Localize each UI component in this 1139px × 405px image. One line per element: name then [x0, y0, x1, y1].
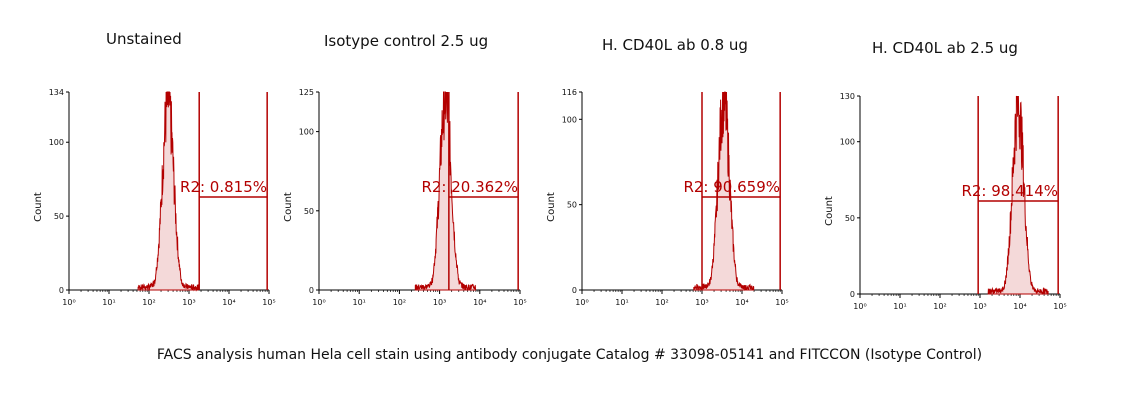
x-tick-label: 10⁴	[473, 298, 486, 307]
x-tick-label: 10³	[433, 298, 446, 307]
x-tick-label: 10⁵	[775, 298, 788, 307]
y-tick-label: 125	[299, 88, 314, 97]
x-tick-label: 10²	[142, 298, 155, 307]
y-tick-label: 50	[304, 207, 314, 216]
x-tick-label: 10⁰	[853, 302, 866, 311]
y-axis-label: Count	[33, 192, 44, 222]
y-tick-label: 0	[850, 290, 855, 299]
y-tick-label: 116	[562, 88, 577, 97]
x-tick-label: 10¹	[353, 298, 366, 307]
x-tick-label: 10²	[655, 298, 668, 307]
y-tick-label: 0	[572, 286, 577, 295]
x-tick-label: 10²	[393, 298, 406, 307]
panel-title-unstained: Unstained	[106, 30, 182, 48]
x-tick-label: 10³	[182, 298, 195, 307]
x-tick-label: 10³	[973, 302, 986, 311]
x-tick-label: 10⁰	[575, 298, 588, 307]
y-tick-label: 130	[840, 92, 855, 101]
gate-percent-label: R2: 90.659%	[683, 178, 780, 196]
x-tick-label: 10⁵	[513, 298, 526, 307]
y-axis-label: Count	[824, 196, 835, 226]
y-axis-label: Count	[283, 192, 294, 222]
histogram-trace	[137, 91, 199, 292]
y-tick-label: 100	[49, 138, 64, 147]
y-tick-label: 50	[54, 212, 64, 221]
y-tick-label: 100	[299, 128, 314, 137]
x-tick-label: 10⁴	[735, 298, 748, 307]
x-tick-label: 10¹	[102, 298, 115, 307]
histogram-trace	[987, 95, 1049, 295]
gate-percent-label: R2: 20.362%	[421, 178, 518, 196]
y-tick-label: 0	[59, 286, 64, 295]
gate-percent-label: R2: 98.414%	[961, 182, 1058, 200]
x-tick-label: 10¹	[893, 302, 906, 311]
y-tick-label: 50	[567, 201, 577, 210]
panel-title-cd40l-2-5: H. CD40L ab 2.5 ug	[872, 39, 1018, 57]
x-tick-label: 10²	[933, 302, 946, 311]
x-tick-label: 10⁰	[62, 298, 75, 307]
y-tick-label: 100	[840, 138, 855, 147]
x-tick-label: 10¹	[615, 298, 628, 307]
y-tick-label: 100	[562, 115, 577, 124]
x-tick-label: 10⁵	[262, 298, 275, 307]
panel-title-cd40l-0-8: H. CD40L ab 0.8 ug	[602, 36, 748, 54]
x-tick-label: 10³	[695, 298, 708, 307]
y-tick-label: 50	[845, 214, 855, 223]
gate-percent-label: R2: 0.815%	[180, 178, 267, 196]
figure-caption: FACS analysis human Hela cell stain usin…	[156, 347, 983, 363]
histogram-trace	[414, 91, 476, 291]
y-tick-label: 134	[49, 88, 64, 97]
y-tick-label: 0	[309, 286, 314, 295]
panel-title-isotype: Isotype control 2.5 ug	[324, 32, 489, 50]
y-axis-label: Count	[546, 192, 557, 222]
x-tick-label: 10⁵	[1053, 302, 1066, 311]
x-tick-label: 10⁴	[1013, 302, 1026, 311]
histogram-trace	[693, 91, 755, 291]
x-tick-label: 10⁰	[312, 298, 325, 307]
x-tick-label: 10⁴	[222, 298, 235, 307]
